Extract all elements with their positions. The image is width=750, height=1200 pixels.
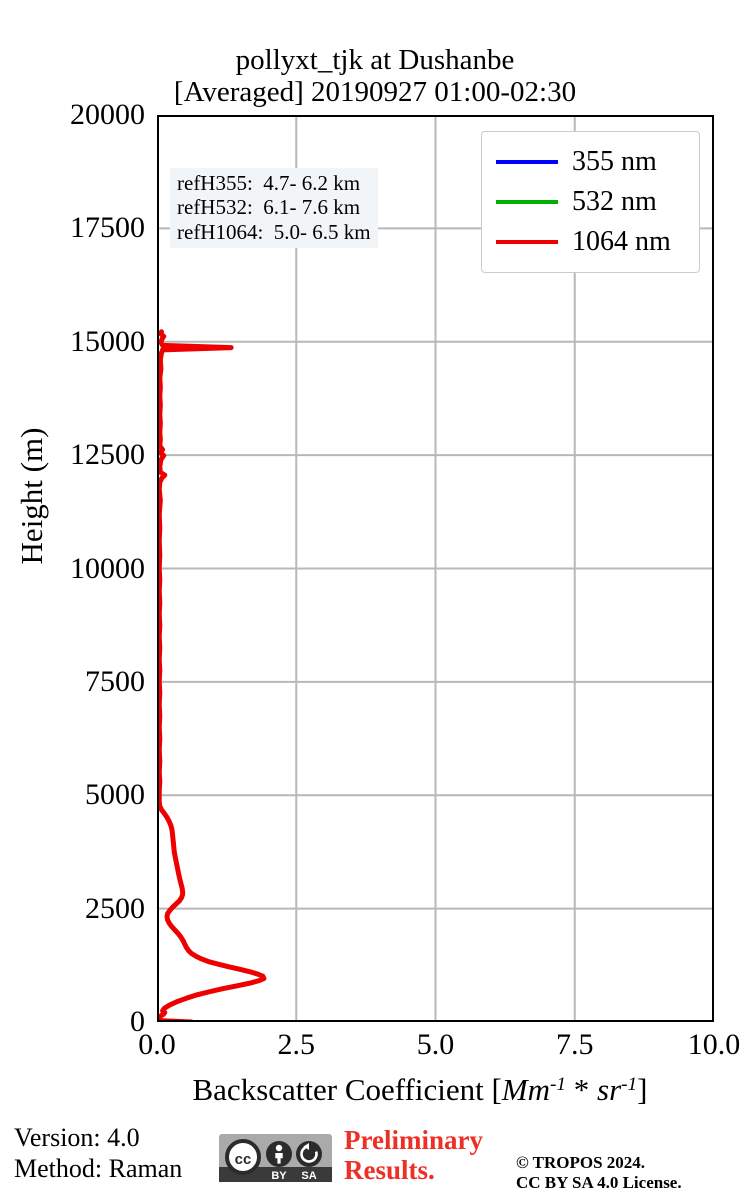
x-tick-label: 5.0: [416, 1028, 455, 1061]
legend-color-swatch: [496, 160, 558, 164]
series-line-1064-nm: [157, 329, 267, 1022]
x-tick-label: 0.0: [138, 1028, 176, 1061]
x-tick-label: 2.5: [277, 1028, 316, 1061]
legend-item-355-nm[interactable]: 355 nm: [482, 142, 699, 182]
cc-by-text: BY: [271, 1170, 287, 1182]
x-axis-label-suffix: ]: [637, 1072, 648, 1107]
legend-label: 1064 nm: [572, 226, 671, 257]
legend-item-532-nm[interactable]: 532 nm: [482, 182, 699, 222]
y-tick-label: 2500: [85, 891, 145, 925]
copyright-block: © TROPOS 2024. CC BY SA 4.0 License.: [516, 1153, 682, 1194]
reference-height-annotation: refH355: 4.7- 6.2 km refH532: 6.1- 7.6 k…: [170, 168, 378, 249]
legend-color-swatch: [496, 240, 558, 244]
x-axis-label: Backscatter Coefficient [Mm-1 * sr-1]: [100, 1072, 740, 1108]
data-series-group: [157, 329, 267, 1022]
y-tick-label: 10000: [70, 551, 145, 585]
y-tick-label: 7500: [85, 664, 145, 698]
footer: Version: 4.0 Method: Raman cc BY SA Prel…: [0, 1118, 750, 1200]
y-axis-tick-labels: 0 2500 5000 7500 10000 12500 15000 17500 20000: [0, 100, 145, 1037]
version-label: Version: 4.0: [14, 1123, 140, 1152]
chart-legend[interactable]: 355 nm 532 nm 1064 nm: [481, 131, 700, 273]
x-axis-tick-labels: 0.0 2.5 5.0 7.5 10.0: [0, 1030, 750, 1070]
legend-label: 532 nm: [572, 186, 657, 217]
x-tick-label: 7.5: [556, 1028, 594, 1061]
preliminary-line2: Results.: [344, 1154, 435, 1185]
x-axis-unit-mm: Mm: [501, 1072, 551, 1107]
ref-height-532: refH532: 6.1- 7.6 km: [177, 195, 361, 220]
x-axis-unit-sr: sr: [597, 1072, 622, 1107]
x-axis-label-star: *: [566, 1072, 598, 1107]
legend-label: 355 nm: [572, 146, 657, 177]
y-tick-label: 12500: [70, 438, 145, 472]
svg-text:cc: cc: [235, 1151, 252, 1168]
y-axis-label: Height (m): [14, 427, 49, 565]
x-axis-exponent-2: -1: [621, 1074, 638, 1096]
chart-title-line2: [Averaged] 20190927 01:00-02:30: [173, 76, 577, 109]
chart-title-line1: pollyxt_tjk at Dushanbe: [235, 44, 515, 76]
y-tick-label: 5000: [85, 778, 145, 812]
cc-sa-text: SA: [301, 1170, 316, 1182]
preliminary-line1: Preliminary: [344, 1125, 483, 1155]
y-tick-label: 0: [130, 1005, 145, 1038]
legend-color-swatch: [496, 200, 558, 204]
x-tick-label: 10.0: [687, 1028, 741, 1061]
method-label: Method: Raman: [14, 1153, 183, 1183]
x-axis-label-prefix: Backscatter Coefficient [: [192, 1072, 502, 1107]
y-tick-label: 17500: [70, 211, 145, 245]
plot-frame: [157, 115, 714, 1022]
y-tick-label: 20000: [70, 98, 145, 131]
x-axis-exponent-1: -1: [550, 1074, 567, 1096]
chart-title: pollyxt_tjk at Dushanbe [Averaged] 20190…: [0, 44, 750, 109]
backscatter-profile-plot: [157, 115, 714, 1022]
footer-version-block: Version: 4.0 Method: Raman: [14, 1123, 182, 1184]
plot-area: [157, 115, 714, 1022]
legend-item-1064-nm[interactable]: 1064 nm: [482, 222, 699, 262]
creative-commons-badge-icon: cc BY SA: [219, 1134, 332, 1182]
copyright-line1: © TROPOS 2024.: [516, 1153, 646, 1172]
ref-height-355: refH355: 4.7- 6.2 km: [177, 171, 361, 195]
y-tick-label: 15000: [70, 324, 145, 358]
preliminary-results-notice: Preliminary Results.: [344, 1125, 529, 1185]
license-line: CC BY SA 4.0 License.: [516, 1173, 682, 1193]
ref-height-1064: refH1064: 5.0- 6.5 km: [177, 219, 371, 244]
